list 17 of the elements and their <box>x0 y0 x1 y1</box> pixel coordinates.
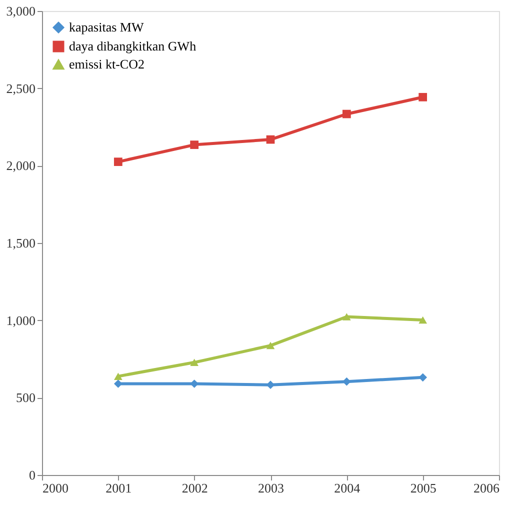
y-tick-label: 2,000 <box>6 158 36 174</box>
x-tick-label: 2001 <box>106 480 132 496</box>
y-tick-label: 2,500 <box>6 80 36 96</box>
x-tick-label: 2003 <box>258 480 284 496</box>
y-tick-label: 1,500 <box>6 236 36 250</box>
x-tick-label: 2004 <box>334 480 361 496</box>
legend-label: kapasitas MW <box>69 20 144 34</box>
x-tick-label: 2002 <box>182 480 208 496</box>
y-tick-label: 500 <box>16 390 36 406</box>
x-tick-label: 2006 <box>474 480 500 496</box>
legend-label: daya dibangkitkan GWh <box>69 38 197 54</box>
legend-label: emissi kt-CO2 <box>69 56 144 72</box>
x-tick-label: 2000 <box>42 480 68 496</box>
x-tick-label: 2005 <box>410 480 436 496</box>
y-tick-label: 3,000 <box>6 4 36 18</box>
y-tick-label: 0 <box>29 468 36 482</box>
y-tick-label: 1,000 <box>6 312 36 328</box>
